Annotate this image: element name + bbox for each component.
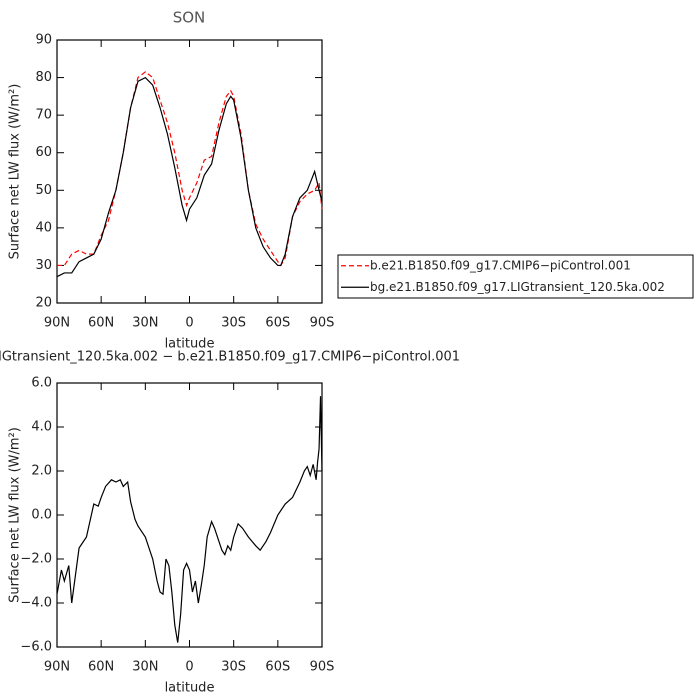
y-tick-label: 4.0 (31, 420, 52, 435)
y-tick-label: 50 (35, 183, 52, 198)
y-axis-label: Surface net LW flux (W/m²) (8, 427, 23, 603)
x-axis-label: latitude (165, 681, 215, 696)
x-tick-label: 30S (221, 316, 246, 331)
y-tick-label: 30 (35, 258, 52, 273)
y-tick-label: 80 (35, 70, 52, 85)
y-tick-label: −6.0 (20, 640, 52, 655)
data-line (57, 71, 323, 267)
x-tick-label: 0 (185, 660, 193, 675)
data-line (56, 76, 323, 278)
data-line (56, 396, 323, 643)
y-axis-label: Surface net LW flux (W/m²) (8, 84, 23, 260)
legend-label: bg.e21.B1850.f09_g17.LIGtransient_120.5k… (370, 280, 665, 294)
y-tick-label: −4.0 (20, 596, 52, 611)
x-tick-label: 60N (88, 316, 114, 331)
x-tick-label: 30S (221, 660, 246, 675)
y-tick-label: 20 (35, 296, 52, 311)
x-tick-label: 60S (265, 316, 290, 331)
x-tick-label: 30N (132, 316, 158, 331)
y-tick-label: 70 (35, 108, 52, 123)
x-axis-label: latitude (165, 337, 215, 352)
y-tick-label: 0.0 (31, 508, 52, 523)
x-tick-label: 90S (310, 660, 335, 675)
y-tick-label: 60 (35, 145, 52, 160)
x-tick-label: 90N (44, 316, 70, 331)
x-tick-label: 30N (132, 660, 158, 675)
y-tick-label: 40 (35, 220, 52, 235)
y-tick-label: −2.0 (20, 552, 52, 567)
legend-label: b.e21.B1850.f09_g17.CMIP6−piControl.001 (370, 258, 631, 272)
x-tick-label: 90N (44, 660, 70, 675)
x-tick-label: 0 (185, 316, 193, 331)
plot-frame (56, 382, 323, 648)
y-tick-label: 6.0 (31, 376, 52, 391)
chart-title: SON (173, 9, 206, 27)
x-tick-label: 90S (310, 316, 335, 331)
chart-title: IGtransient_120.5ka.002 − b.e21.B1850.f0… (0, 350, 460, 365)
y-tick-label: 2.0 (31, 464, 52, 479)
x-tick-label: 60S (265, 660, 290, 675)
x-tick-label: 60N (88, 660, 114, 675)
legend-box (337, 254, 694, 299)
y-tick-label: 90 (35, 33, 52, 48)
